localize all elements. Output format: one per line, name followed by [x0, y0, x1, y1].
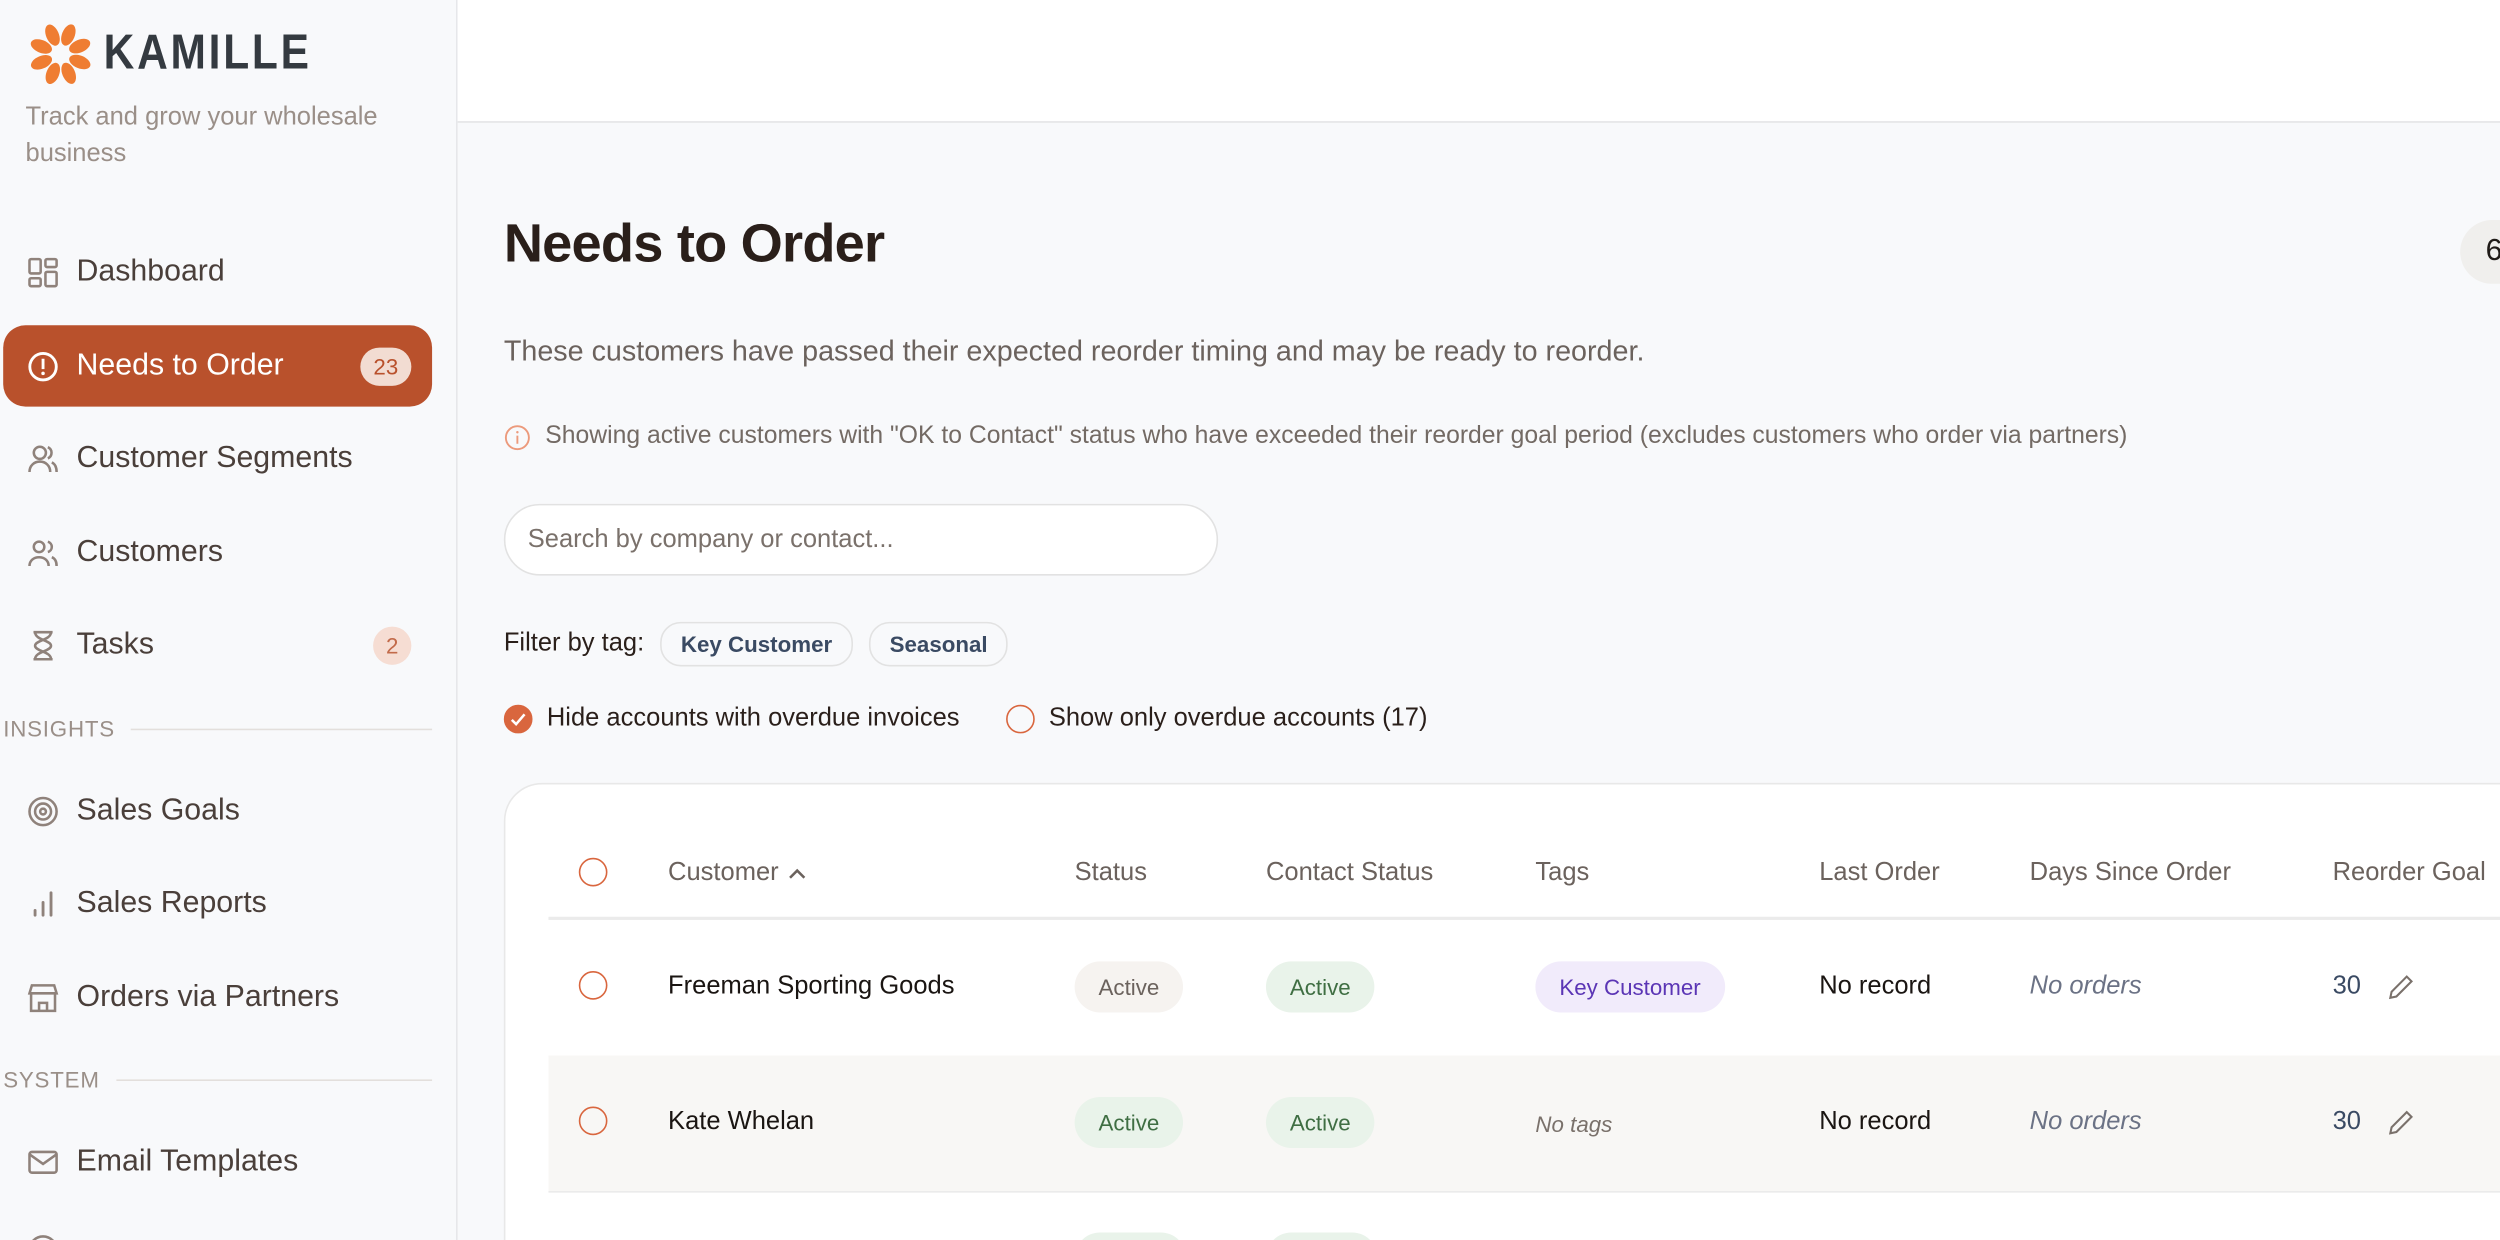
- sidebar-item-label: Sales Goals: [76, 794, 240, 828]
- brand-tagline: Track and grow your wholesale business: [25, 103, 378, 168]
- sidebar-item-tasks[interactable]: Tasks 2: [3, 606, 432, 686]
- contact-status-badge-partial: [1265, 1232, 1378, 1240]
- info-text: Showing active customers with "OK to Con…: [545, 422, 2128, 450]
- sidebar-item-partial-icon: [32, 1235, 54, 1240]
- sidebar-item-label: Orders via Partners: [76, 980, 340, 1015]
- row-select-checkbox[interactable]: [578, 1106, 608, 1136]
- kamille-flower-logo-icon: [30, 24, 91, 85]
- sidebar-item-customers[interactable]: Customers: [3, 513, 432, 593]
- contact-status-badge: Active: [1265, 961, 1375, 1013]
- column-header-customer[interactable]: Customer: [668, 859, 807, 888]
- column-header-reorder-goal[interactable]: Reorder Goal: [2332, 859, 2486, 887]
- contact-status-badge: Active: [1265, 1096, 1375, 1148]
- check-icon: [510, 712, 525, 726]
- status-badge: Active: [1074, 961, 1184, 1013]
- page-title: Needs to Order: [503, 213, 885, 275]
- table-row[interactable]: Kate Whelan Active Active No tags No rec…: [548, 1055, 2500, 1193]
- sidebar-item-label: Sales Reports: [76, 886, 267, 920]
- users-icon: [28, 540, 58, 567]
- status-badge: Active: [1074, 1096, 1184, 1148]
- bar-chart-icon: [33, 891, 53, 917]
- section-header-system: SYSTEM: [3, 1066, 433, 1093]
- column-header-status[interactable]: Status: [1074, 859, 1147, 887]
- edit-pencil-icon[interactable]: [2387, 973, 2416, 1002]
- show-overdue-label[interactable]: Show only overdue accounts (17): [1048, 704, 1428, 732]
- sidebar-item-dashboard[interactable]: Dashboard: [3, 233, 432, 313]
- reorder-goal: 30: [2332, 1108, 2361, 1136]
- tag-badge: Key Customer: [1535, 961, 1725, 1013]
- result-count-chip: 6: [2460, 220, 2500, 284]
- last-order: No record: [1819, 972, 1932, 1000]
- sidebar-item-label: Customer Segments: [76, 441, 353, 476]
- header-divider: [548, 916, 2500, 920]
- sidebar-item-label: Tasks: [76, 628, 154, 662]
- filter-label: Filter by tag:: [503, 629, 645, 657]
- sidebar-item-label: Needs to Order: [76, 348, 284, 382]
- sidebar-item-label: Dashboard: [76, 255, 225, 289]
- sidebar-item-needs-to-order[interactable]: Needs to Order 23: [3, 325, 433, 407]
- column-header-tags[interactable]: Tags: [1535, 859, 1590, 887]
- days-since-order: No orders: [2029, 972, 2142, 1000]
- top-header-bar: [457, 0, 2500, 123]
- divider: [130, 727, 433, 730]
- hourglass-icon: [33, 630, 53, 661]
- status-badge-partial: [1074, 1232, 1187, 1240]
- customer-name[interactable]: Kate Whelan: [668, 1108, 815, 1136]
- sidebar: KAMILLE Track and grow your wholesale bu…: [0, 0, 458, 1240]
- show-overdue-checkbox[interactable]: [1005, 704, 1035, 734]
- sidebar-item-email-templates[interactable]: Email Templates: [3, 1122, 432, 1202]
- sidebar-item-label: Email Templates: [76, 1144, 299, 1179]
- column-header-last-order[interactable]: Last Order: [1819, 859, 1940, 887]
- hide-overdue-checkbox[interactable]: [503, 704, 533, 734]
- column-header-contact-status[interactable]: Contact Status: [1265, 859, 1434, 887]
- search-input[interactable]: [503, 503, 1219, 576]
- sidebar-item-customer-segments[interactable]: Customer Segments: [3, 419, 432, 499]
- page-subtitle: These customers have passed their expect…: [503, 334, 1645, 367]
- section-label: INSIGHTS: [3, 715, 115, 742]
- brand-name: KAMILLE: [103, 23, 312, 80]
- sidebar-item-label: Customers: [76, 535, 223, 570]
- users-icon: [28, 445, 58, 473]
- column-header-days-since-order[interactable]: Days Since Order: [2029, 859, 2231, 887]
- divider: [115, 1078, 433, 1081]
- section-label: SYSTEM: [3, 1066, 100, 1093]
- info-icon: [504, 424, 530, 450]
- days-since-order: No orders: [2029, 1108, 2142, 1136]
- table-row[interactable]: Freeman Sporting Goods Active Active Key…: [548, 920, 2500, 1058]
- tasks-count-badge: 2: [373, 626, 412, 665]
- hide-overdue-label[interactable]: Hide accounts with overdue invoices: [546, 704, 960, 732]
- alert-circle-icon: [28, 351, 58, 381]
- edit-pencil-icon[interactable]: [2387, 1108, 2416, 1137]
- needs-to-order-count-badge: 23: [360, 346, 412, 386]
- row-select-checkbox[interactable]: [578, 970, 608, 1000]
- grid-icon: [28, 257, 58, 288]
- tag-filter-key-customer[interactable]: Key Customer: [660, 621, 853, 667]
- sort-ascending-icon: [789, 868, 806, 879]
- tag-filter-seasonal[interactable]: Seasonal: [868, 621, 1009, 667]
- sidebar-item-sales-reports[interactable]: Sales Reports: [3, 864, 432, 944]
- target-icon: [28, 796, 58, 827]
- sidebar-item-orders-via-partners[interactable]: Orders via Partners: [3, 958, 432, 1038]
- section-header-insights: INSIGHTS: [3, 715, 433, 742]
- store-icon: [27, 984, 59, 1013]
- reorder-goal: 30: [2332, 972, 2361, 1000]
- tag-filter: Filter by tag: Key Customer Seasonal: [503, 621, 1009, 667]
- select-all-checkbox[interactable]: [578, 857, 608, 887]
- overdue-filters: Hide accounts with overdue invoices Show…: [503, 704, 1428, 734]
- column-label: Customer: [668, 859, 779, 887]
- no-tags-text: No tags: [1535, 1111, 1613, 1137]
- info-note: Showing active customers with "OK to Con…: [504, 422, 2128, 452]
- customer-name[interactable]: Freeman Sporting Goods: [668, 972, 955, 1000]
- sidebar-item-sales-goals[interactable]: Sales Goals: [3, 772, 432, 852]
- last-order: No record: [1819, 1108, 1932, 1136]
- mail-icon: [28, 1150, 58, 1174]
